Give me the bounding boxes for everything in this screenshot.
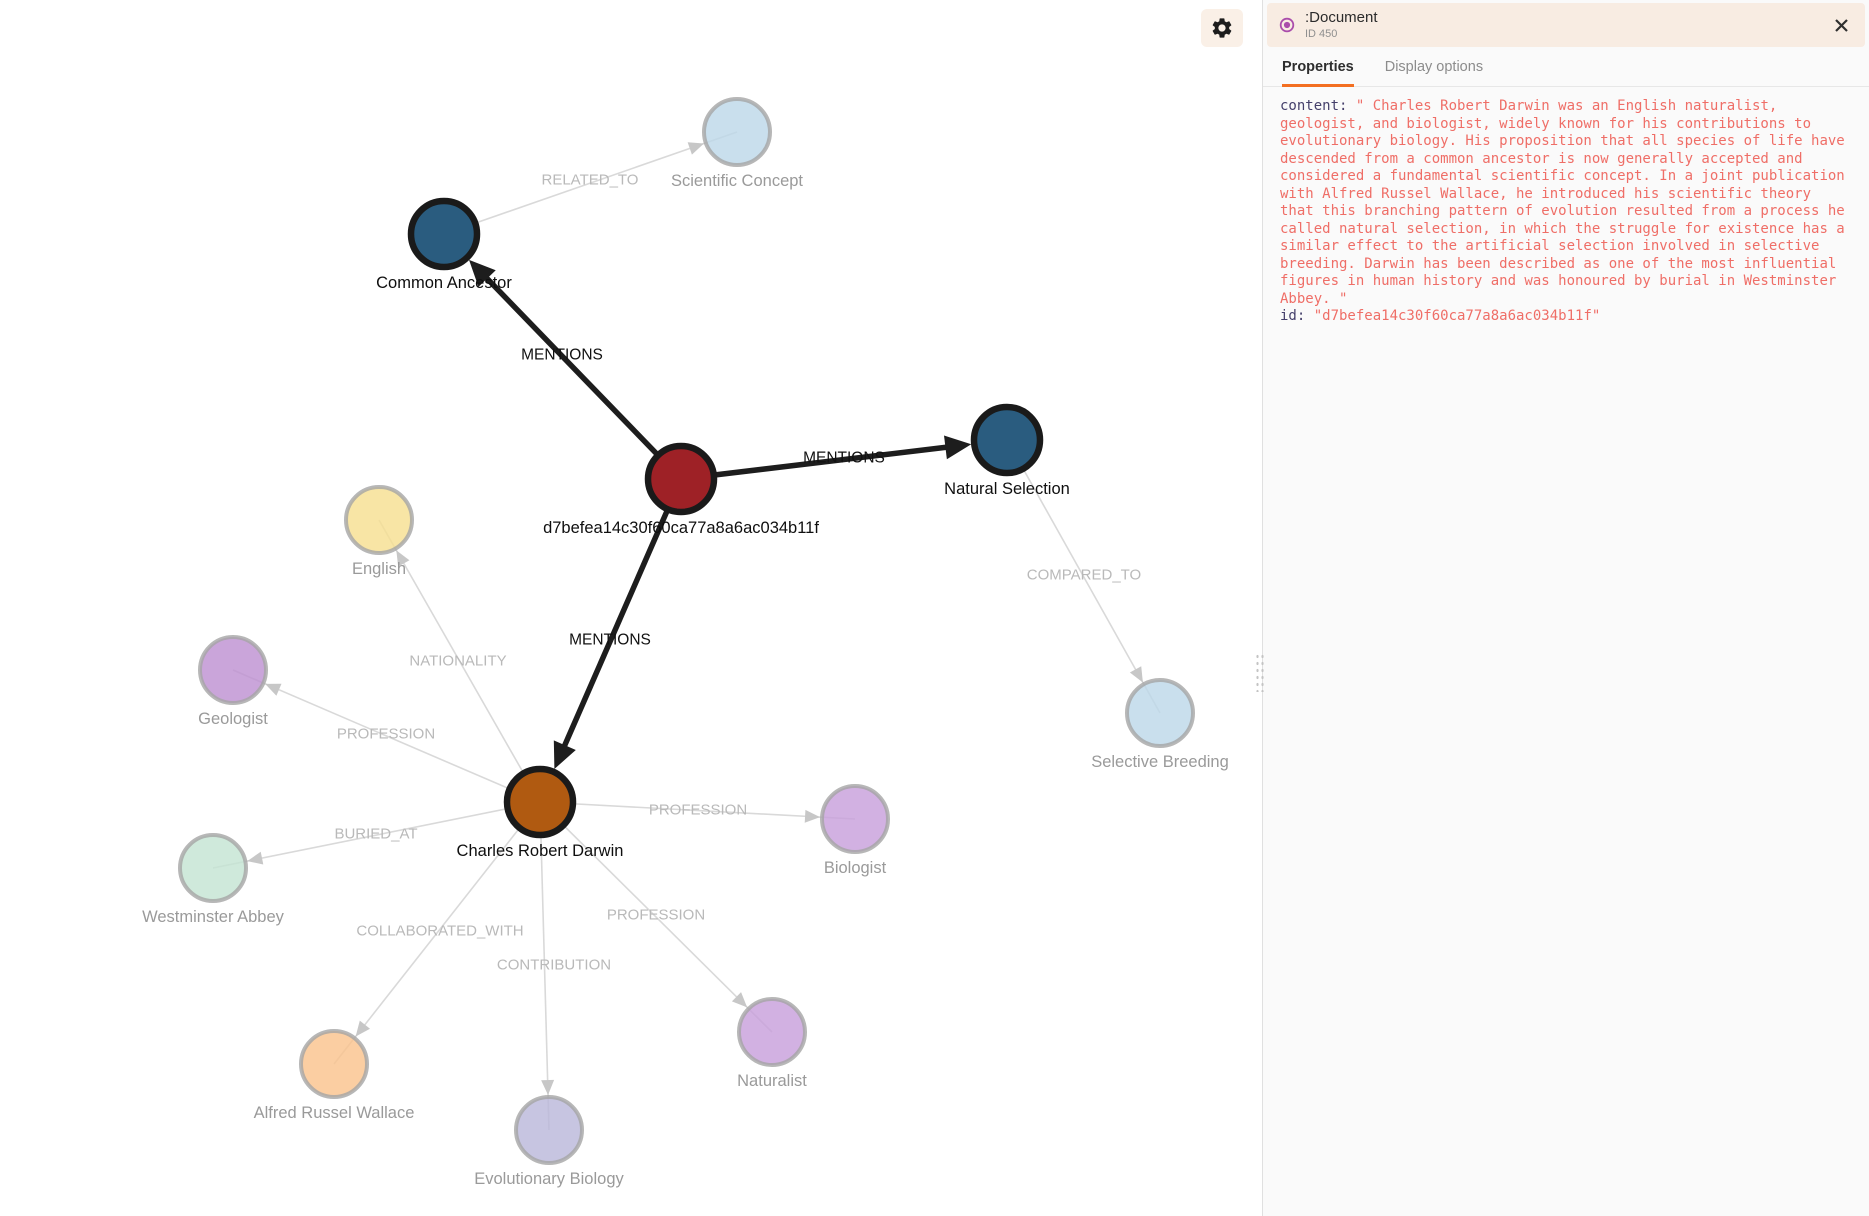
edge-label: CONTRIBUTION [497, 957, 611, 974]
edge-arrowhead [247, 851, 264, 865]
property-value: " Charles Robert Darwin was an English n… [1280, 98, 1854, 307]
details-panel: :Document ID 450 Properties Display opti… [1254, 0, 1869, 1216]
graph-edge-nationality[interactable] [378, 519, 541, 803]
node-label-geologist: Geologist [198, 710, 268, 728]
panel-tabs: Properties Display options [1263, 47, 1869, 87]
edge-label: PROFESSION [607, 907, 705, 924]
edge-label: MENTIONS [521, 347, 603, 364]
edge-label: MENTIONS [803, 450, 885, 467]
node-id-label: ID 450 [1305, 28, 1338, 41]
graph-node-geologist[interactable] [198, 635, 268, 705]
edge-label: NATIONALITY [409, 653, 506, 670]
graph-node-natural-selection[interactable] [970, 403, 1044, 477]
graph-node-charles-robert-darwin[interactable] [503, 765, 577, 839]
graph-edge-profession[interactable] [232, 669, 541, 803]
edge-arrowhead [355, 1020, 371, 1037]
edges-layer [212, 131, 1161, 1131]
edge-arrowhead [265, 683, 282, 696]
property-row-id: id: "d7befea14c30f60ca77a8a6ac034b11f" [1280, 308, 1601, 324]
edge-label: RELATED_TO [542, 172, 639, 189]
graph-node-common-ancestor[interactable] [407, 197, 481, 271]
edge-arrowhead [469, 259, 496, 287]
arrowheads-layer [247, 142, 1143, 1096]
node-label-westminster-abbey: Westminster Abbey [142, 908, 285, 926]
property-key: content [1280, 98, 1340, 114]
edge-arrowhead [804, 809, 821, 823]
graph-edge-mentions[interactable] [680, 444, 951, 482]
graph-edge-contribution[interactable] [539, 801, 550, 1131]
edge-label: COMPARED_TO [1027, 567, 1141, 584]
properties-list: content: " Charles Robert Darwin was an … [1263, 87, 1869, 326]
node-label-scientific-concept: Scientific Concept [671, 172, 803, 190]
graph-node-naturalist[interactable] [737, 997, 807, 1067]
graph-edge-compared_to[interactable] [1006, 439, 1161, 714]
tab-properties[interactable]: Properties [1282, 59, 1354, 87]
graph-node-evolutionary-biology[interactable] [514, 1095, 584, 1165]
edge-arrowhead [1129, 666, 1143, 683]
node-header: :Document ID 450 [1267, 3, 1865, 47]
node-label-selective-breeding: Selective Breeding [1091, 753, 1229, 771]
tab-display-options[interactable]: Display options [1384, 59, 1484, 75]
graph-node-document[interactable] [644, 442, 718, 516]
edge-label: MENTIONS [569, 632, 651, 649]
graph-edge-profession[interactable] [539, 801, 773, 1033]
graph-node-westminster-abbey[interactable] [178, 833, 248, 903]
node-label-natural-selection: Natural Selection [944, 480, 1070, 498]
node-label-naturalist: Naturalist [737, 1072, 807, 1090]
graph-edge-related_to[interactable] [443, 131, 738, 235]
node-label-document: d7befea14c30f60ca77a8a6ac034b11f [543, 519, 819, 537]
edge-arrowhead [553, 740, 576, 770]
graph-node-biologist[interactable] [820, 784, 890, 854]
edge-arrowhead [687, 142, 704, 155]
graph-node-selective-breeding[interactable] [1125, 678, 1195, 748]
node-label-biologist: Biologist [824, 859, 887, 877]
property-row-content: content: " Charles Robert Darwin was an … [1280, 98, 1854, 307]
node-label-english: English [352, 560, 406, 578]
edge-label: PROFESSION [649, 802, 747, 819]
settings-gear-button[interactable] [1201, 9, 1243, 47]
graph-node-alfred-russel-wallace[interactable] [299, 1029, 369, 1099]
graph-edge-buried_at[interactable] [212, 801, 541, 869]
edge-arrowhead [541, 1079, 555, 1096]
edge-label: BURIED_AT [334, 826, 417, 843]
node-label-evolutionary-biology: Evolutionary Biology [474, 1170, 624, 1188]
edge-arrowhead [731, 992, 748, 1008]
graph-canvas[interactable]: MENTIONS MENTIONS MENTIONS RELATED_TO COMPAR… [0, 0, 1262, 1216]
labels-layer: MENTIONS MENTIONS MENTIONS RELATED_TO COMPAR… [142, 172, 1229, 1189]
nodes-layer [178, 97, 1195, 1165]
edge-label: COLLABORATED_WITH [356, 923, 523, 940]
node-label-charles-robert-darwin: Charles Robert Darwin [457, 842, 624, 860]
node-label-alfred-russel-wallace: Alfred Russel Wallace [254, 1104, 415, 1122]
graph-edge-collaborated_with[interactable] [333, 801, 541, 1065]
node-category-icon [1279, 17, 1295, 33]
panel-resize-handle[interactable] [1254, 652, 1266, 692]
edge-label: PROFESSION [337, 726, 435, 743]
graph-edge-mentions[interactable] [481, 273, 683, 481]
graph-node-scientific-concept[interactable] [702, 97, 772, 167]
graph-node-english[interactable] [344, 485, 414, 555]
node-label-common-ancestor: Common Ancestor [376, 274, 512, 292]
property-value: "d7befea14c30f60ca77a8a6ac034b11f" [1313, 308, 1601, 324]
close-icon[interactable] [1832, 16, 1851, 35]
edge-arrowhead [944, 435, 972, 460]
graph-edge-profession[interactable] [539, 801, 856, 820]
node-type-label: :Document [1305, 8, 1378, 26]
graph-edge-mentions[interactable] [560, 477, 684, 751]
property-key: id [1280, 308, 1297, 324]
edge-arrowhead [396, 550, 410, 567]
gear-icon [1212, 18, 1232, 38]
